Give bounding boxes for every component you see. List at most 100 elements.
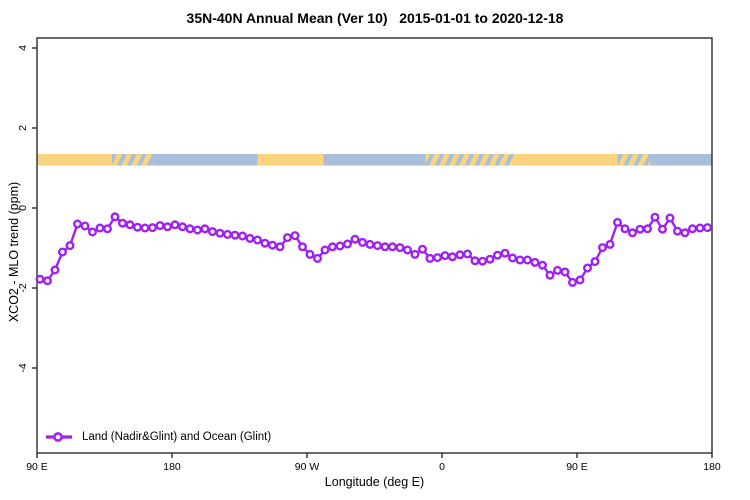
legend-line-marker-icon xyxy=(46,432,72,442)
legend-label: Land (Nadir&Glint) and Ocean (Glint) xyxy=(82,431,272,443)
data-point xyxy=(703,223,713,233)
data-point xyxy=(87,227,97,237)
data-point xyxy=(43,276,53,286)
x-tick-label: 90 E xyxy=(566,461,588,473)
data-point xyxy=(523,255,533,265)
data-point xyxy=(493,250,503,260)
data-point xyxy=(237,231,247,241)
surface-type-band xyxy=(37,154,712,166)
data-point xyxy=(425,253,435,263)
data-point xyxy=(403,245,413,255)
data-point xyxy=(245,233,255,243)
data-point xyxy=(215,228,225,238)
y-tick-label: 4 xyxy=(17,45,29,51)
data-point xyxy=(455,250,465,260)
band-segment-mixed xyxy=(617,154,651,166)
y-tick-label: -4 xyxy=(17,363,29,372)
data-point xyxy=(695,223,705,233)
data-point xyxy=(58,247,68,257)
x-tick-label: 180 xyxy=(703,461,721,473)
data-point xyxy=(658,224,668,234)
data-point xyxy=(72,219,82,229)
data-point xyxy=(170,220,180,230)
band-segment-land xyxy=(257,154,324,166)
data-point xyxy=(275,242,285,252)
data-point xyxy=(388,242,398,252)
data-point xyxy=(478,256,488,266)
x-axis-ticks: 90 E 180 90 W 0 90 E 180 xyxy=(26,453,721,473)
data-point xyxy=(313,253,323,263)
data-point xyxy=(583,263,593,273)
data-point xyxy=(673,226,683,236)
data-point xyxy=(222,229,232,239)
data-point xyxy=(463,249,473,259)
data-point xyxy=(380,242,390,252)
band-segment-land xyxy=(37,154,112,166)
data-point xyxy=(433,253,443,263)
chart-title: 35N-40N Annual Mean (Ver 10) 2015-01-01 … xyxy=(186,10,564,26)
data-point xyxy=(328,242,338,252)
data-point xyxy=(530,257,540,267)
data-point xyxy=(192,225,202,235)
data-point xyxy=(252,235,262,245)
data-point xyxy=(335,241,345,251)
data-point xyxy=(268,240,278,250)
data-point xyxy=(508,253,518,263)
band-segment-ocean xyxy=(152,154,258,166)
data-point xyxy=(110,212,120,222)
y-tick-label: -2 xyxy=(17,283,29,292)
data-point xyxy=(395,243,405,253)
data-point xyxy=(147,223,157,233)
data-point xyxy=(688,224,698,234)
legend: Land (Nadir&Glint) and Ocean (Glint) xyxy=(44,429,271,445)
data-point xyxy=(200,224,210,234)
data-point xyxy=(155,221,165,231)
data-point xyxy=(117,218,127,228)
band-segment-mixed xyxy=(112,154,153,166)
data-point xyxy=(132,222,142,232)
data-point xyxy=(260,238,270,248)
y-tick-label: 2 xyxy=(17,125,29,131)
x-axis-label: Longitude (deg E) xyxy=(324,475,425,489)
data-point xyxy=(605,239,615,249)
data-point xyxy=(575,275,585,285)
x-tick-label: 180 xyxy=(163,461,181,473)
data-point xyxy=(613,217,623,227)
data-points xyxy=(35,212,713,287)
data-point xyxy=(635,224,645,234)
data-point xyxy=(650,212,660,222)
data-point xyxy=(50,265,60,275)
data-point xyxy=(628,228,638,238)
data-point xyxy=(230,230,240,240)
y-axis-label: XCO2 - MLO trend (ppm) xyxy=(7,181,21,323)
data-point xyxy=(373,241,383,251)
y-axis-ticks: 4 2 0 -2 -4 xyxy=(17,45,37,373)
data-point xyxy=(65,241,75,251)
data-point xyxy=(343,239,353,249)
data-point xyxy=(643,224,653,234)
data-point xyxy=(350,234,360,244)
y-tick-label: 0 xyxy=(17,205,29,211)
data-point xyxy=(102,224,112,234)
data-point xyxy=(470,256,480,266)
data-point xyxy=(290,231,300,241)
data-point xyxy=(358,237,368,247)
x-tick-label: 0 xyxy=(439,461,445,473)
data-point xyxy=(485,254,495,264)
data-point xyxy=(320,245,330,255)
data-point xyxy=(515,255,525,265)
data-point xyxy=(680,228,690,238)
data-point xyxy=(665,213,675,223)
band-segment-mixed xyxy=(425,154,516,166)
band-segment-land xyxy=(515,154,618,166)
band-segment-ocean xyxy=(650,154,712,166)
x-tick-label: 90 W xyxy=(295,461,320,473)
data-point xyxy=(35,274,45,284)
data-point xyxy=(620,224,630,234)
data-point xyxy=(305,249,315,259)
data-point xyxy=(440,251,450,261)
data-point xyxy=(283,233,293,243)
data-point xyxy=(568,277,578,287)
data-point xyxy=(500,248,510,258)
x-tick-label: 90 E xyxy=(26,461,48,473)
